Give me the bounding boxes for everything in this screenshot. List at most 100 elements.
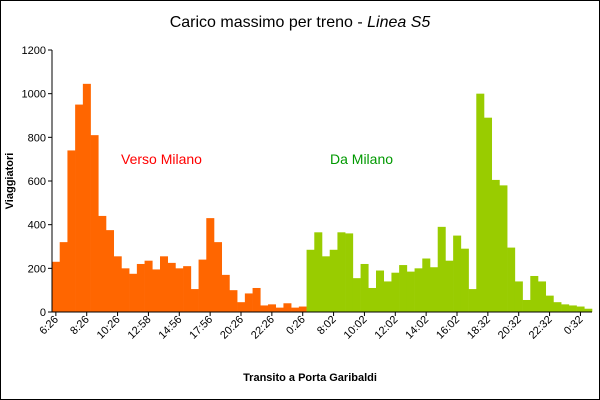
y-tick-label: 1200: [22, 45, 46, 57]
annotation-da-milano: Da Milano: [330, 151, 393, 167]
bar-da-milano-36: [584, 308, 593, 312]
bar-da-milano-30: [538, 281, 547, 312]
x-tick-label: 22:32: [527, 314, 555, 342]
bar-verso-milano-27: [260, 305, 269, 312]
bar-da-milano-26: [507, 247, 516, 312]
bar-da-milano-34: [568, 305, 577, 312]
bar-da-milano-8: [368, 287, 377, 312]
bar-verso-milano-15: [167, 262, 176, 313]
bar-da-milano-25: [499, 185, 508, 312]
x-tick-label: 14:56: [156, 314, 184, 342]
bar-verso-milano-28: [268, 304, 277, 312]
bar-verso-milano-22: [221, 274, 230, 312]
bar-verso-milano-24: [237, 302, 246, 312]
bar-verso-milano-8: [113, 256, 122, 312]
bar-verso-milano-7: [106, 230, 115, 313]
x-tick-label: 0:26: [284, 314, 308, 338]
bar-verso-milano-18: [190, 289, 199, 312]
bar-da-milano-20: [460, 248, 469, 312]
bar-da-milano-6: [352, 278, 361, 312]
bar-verso-milano-32: [298, 306, 307, 312]
x-axis-label: Transito a Porta Garibaldi: [243, 372, 377, 384]
x-tick-label: 12:02: [372, 314, 400, 342]
x-tick-label: 17:56: [187, 314, 215, 342]
x-tick-label: 10:02: [342, 314, 370, 342]
bar-da-milano-0: [306, 249, 315, 312]
bar-verso-milano-9: [121, 268, 130, 312]
bar-verso-milano-17: [183, 266, 192, 312]
x-tick-label: 12:58: [126, 314, 154, 342]
x-tick-label: 0:32: [562, 314, 586, 338]
bar-verso-milano-1: [59, 242, 68, 312]
bar-da-milano-22: [476, 93, 485, 312]
bar-verso-milano-30: [283, 303, 292, 312]
bar-da-milano-32: [553, 302, 562, 312]
bar-da-milano-13: [406, 271, 415, 312]
bar-da-milano-11: [391, 272, 400, 312]
bar-da-milano-35: [576, 306, 585, 312]
bar-da-milano-3: [329, 249, 338, 312]
y-axis-label: Viaggiatori: [4, 153, 16, 210]
bar-verso-milano-13: [152, 269, 161, 312]
bar-da-milano-1: [314, 232, 323, 312]
x-tick-label: 10:26: [95, 314, 123, 342]
bar-verso-milano-25: [244, 293, 253, 312]
bar-da-milano-27: [514, 281, 523, 312]
y-tick-label: 600: [28, 176, 46, 188]
y-tick-label: 800: [28, 132, 46, 144]
bar-da-milano-10: [383, 281, 392, 312]
x-tick-label: 14:02: [403, 314, 431, 342]
x-tick-label: 8:26: [68, 314, 92, 338]
bar-verso-milano-20: [206, 218, 215, 312]
bar-verso-milano-23: [229, 290, 238, 312]
bar-verso-milano-21: [214, 242, 223, 312]
bar-da-milano-14: [414, 268, 423, 312]
bar-verso-milano-16: [175, 268, 184, 312]
bar-da-milano-18: [445, 260, 454, 312]
bar-verso-milano-12: [144, 260, 153, 312]
bar-verso-milano-4: [82, 83, 91, 312]
bar-verso-milano-19: [198, 259, 207, 312]
bar-verso-milano-26: [252, 287, 261, 312]
bar-da-milano-15: [422, 258, 431, 312]
bar-da-milano-19: [453, 235, 462, 312]
bar-da-milano-23: [484, 117, 493, 313]
bar-da-milano-16: [430, 267, 439, 312]
bar-da-milano-9: [376, 270, 385, 312]
annotation-verso-milano: Verso Milano: [121, 151, 202, 167]
bar-da-milano-24: [491, 179, 500, 312]
y-tick-label: 400: [28, 220, 46, 232]
x-tick-label: 20:32: [496, 314, 524, 342]
bar-da-milano-2: [322, 256, 331, 312]
bar-da-milano-4: [337, 232, 346, 312]
chart-title: Carico massimo per treno - Linea S5: [170, 14, 431, 31]
bar-da-milano-31: [545, 295, 554, 313]
bar-da-milano-5: [345, 233, 354, 312]
bar-da-milano-29: [530, 275, 539, 312]
x-tick-label: 16:02: [434, 314, 462, 342]
bar-verso-milano-11: [136, 263, 145, 312]
bar-verso-milano-29: [275, 307, 284, 312]
bar-verso-milano-5: [90, 135, 99, 312]
bar-da-milano-12: [399, 265, 408, 312]
x-tick-label: 22:26: [249, 314, 277, 342]
bar-da-milano-33: [561, 304, 570, 312]
bar-da-milano-21: [468, 289, 477, 312]
y-tick-label: 0: [40, 307, 46, 319]
x-tick-label: 8:02: [315, 314, 339, 338]
bar-verso-milano-3: [75, 104, 84, 312]
x-tick-label: 18:32: [465, 314, 493, 342]
bar-verso-milano-10: [129, 273, 138, 312]
bar-verso-milano-6: [98, 215, 107, 312]
bar-verso-milano-31: [291, 307, 300, 312]
y-tick-label: 1000: [22, 89, 46, 101]
bar-da-milano-17: [437, 226, 446, 312]
x-tick-label: 20:26: [218, 314, 246, 342]
bar-verso-milano-2: [67, 150, 76, 312]
bar-da-milano-7: [360, 263, 369, 312]
bar-verso-milano-14: [160, 256, 169, 312]
bar-verso-milano-0: [52, 261, 61, 312]
bar-da-milano-28: [522, 299, 531, 312]
y-tick-label: 200: [28, 263, 46, 275]
